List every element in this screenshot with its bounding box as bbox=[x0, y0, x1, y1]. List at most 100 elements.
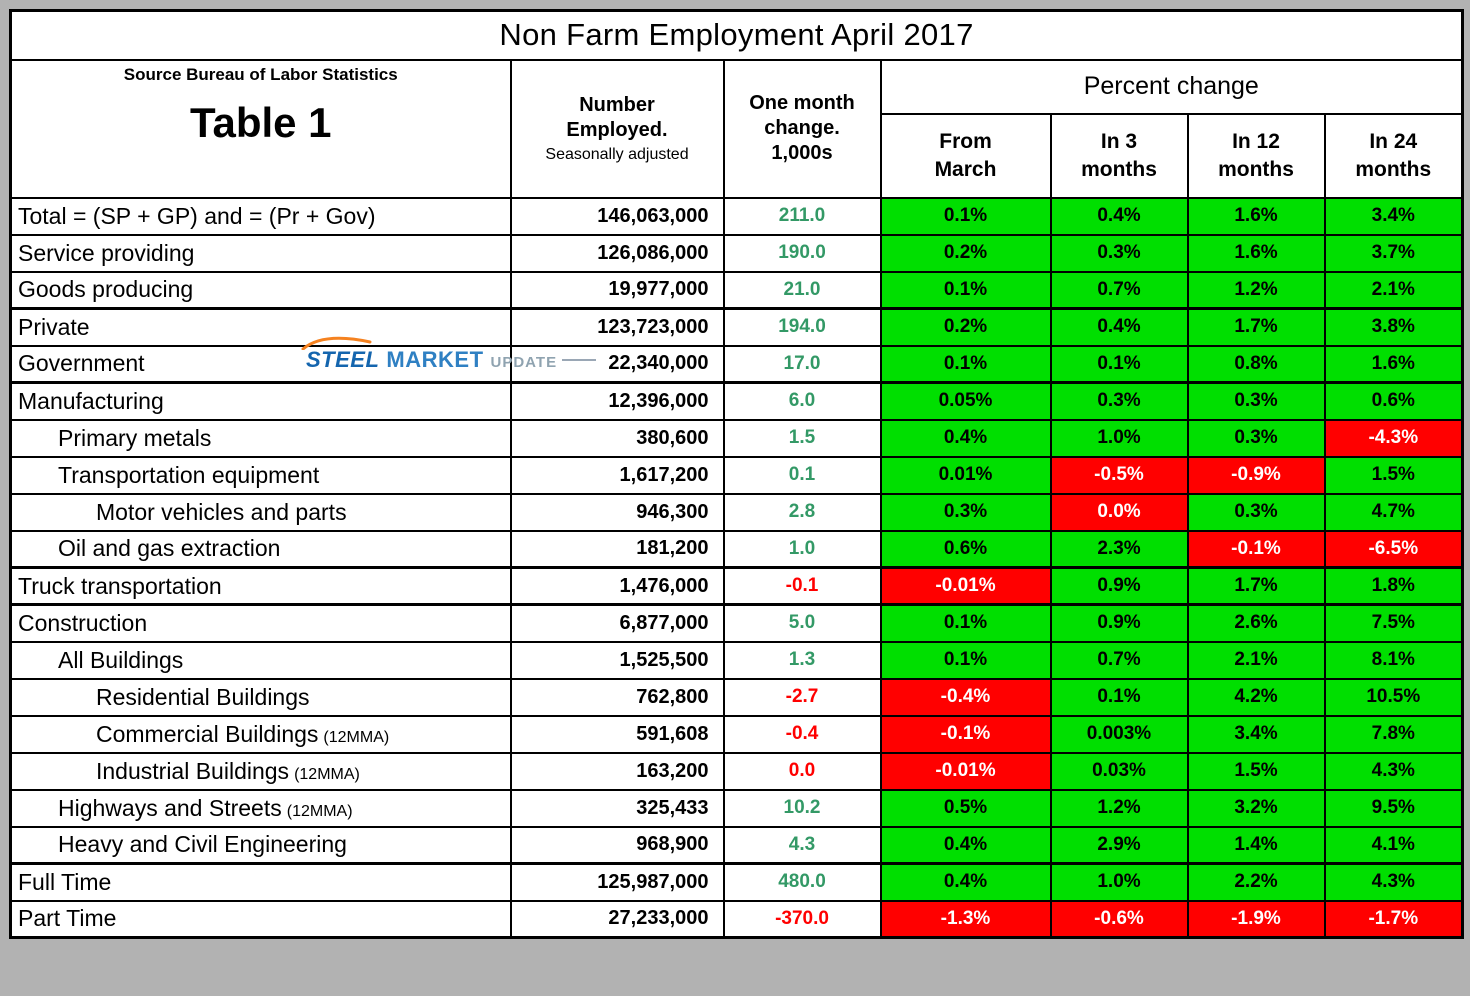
percent-cell: -0.01% bbox=[879, 751, 1052, 791]
change-cell: -0.1 bbox=[722, 566, 882, 606]
row-label: Primary metals bbox=[58, 424, 212, 451]
change-cell: -2.7 bbox=[722, 677, 882, 717]
percent-cell: -0.5% bbox=[1049, 455, 1189, 495]
employed-cell: 27,233,000 bbox=[509, 899, 725, 939]
table-row: Private 123,723,000 194.0 0.2% 0.4% 1.7%… bbox=[9, 307, 1464, 347]
row-label: Commercial Buildings bbox=[96, 720, 319, 747]
percent-col-header-24-months: In 24 months bbox=[1323, 112, 1464, 199]
row-label-cell: Private bbox=[9, 307, 512, 347]
table-row: Total = (SP + GP) and = (Pr + Gov) 146,0… bbox=[9, 196, 1464, 236]
percent-col-header-from-march: From March bbox=[879, 112, 1052, 199]
percent-cell: 0.3% bbox=[1186, 418, 1326, 458]
row-label: Service providing bbox=[18, 239, 195, 266]
row-label-cell: Total = (SP + GP) and = (Pr + Gov) bbox=[9, 196, 512, 236]
employed-cell: 19,977,000 bbox=[509, 270, 725, 310]
change-cell: 4.3 bbox=[722, 825, 882, 865]
percent-cell: 0.0% bbox=[1049, 492, 1189, 532]
percent-cell: 0.7% bbox=[1049, 640, 1189, 680]
employed-cell: 181,200 bbox=[509, 529, 725, 569]
row-label: Part Time bbox=[18, 905, 117, 932]
row-label-suffix: (12MMA) bbox=[323, 728, 390, 746]
change-cell: 10.2 bbox=[722, 788, 882, 828]
table-frame: Non Farm Employment April 2017 Source Bu… bbox=[9, 9, 1465, 939]
change-cell: 6.0 bbox=[722, 381, 882, 421]
percent-cell: 3.8% bbox=[1323, 307, 1464, 347]
employed-cell: 946,300 bbox=[509, 492, 725, 532]
col-header-employed-sub: Seasonally adjusted bbox=[545, 145, 689, 163]
percent-cell: -0.1% bbox=[879, 714, 1052, 754]
source-cell: Source Bureau of Labor Statistics Table … bbox=[9, 58, 512, 199]
employed-cell: 126,086,000 bbox=[509, 233, 725, 273]
row-label: Goods producing bbox=[18, 276, 194, 303]
percent-cell: 0.4% bbox=[1049, 196, 1189, 236]
employed-cell: 6,877,000 bbox=[509, 603, 725, 643]
percent-cell: 0.05% bbox=[879, 381, 1052, 421]
col-header-employed: Number Employed. Seasonally adjusted bbox=[509, 58, 725, 199]
percent-cell: 0.1% bbox=[1049, 344, 1189, 384]
table-row: Full Time 125,987,000 480.0 0.4% 1.0% 2.… bbox=[9, 862, 1464, 902]
percent-col-header-12-months: In 12 months bbox=[1186, 112, 1326, 199]
row-label-suffix: (12MMA) bbox=[286, 802, 353, 820]
change-cell: -370.0 bbox=[722, 899, 882, 939]
change-cell: 2.8 bbox=[722, 492, 882, 532]
percent-cell: 0.3% bbox=[1186, 492, 1326, 532]
percent-cell: 0.1% bbox=[879, 640, 1052, 680]
percent-cell: 2.2% bbox=[1186, 862, 1326, 902]
percent-cell: 0.3% bbox=[1049, 381, 1189, 421]
percent-cell: 0.6% bbox=[879, 529, 1052, 569]
row-label-cell: Highways and Streets (12MMA) bbox=[9, 788, 512, 828]
table-row: Industrial Buildings (12MMA) 163,200 0.0 … bbox=[9, 751, 1464, 791]
table-row: Commercial Buildings (12MMA) 591,608 -0.4… bbox=[9, 714, 1464, 754]
percent-cell: 4.2% bbox=[1186, 677, 1326, 717]
row-label: Transportation equipment bbox=[58, 461, 320, 488]
percent-cell: 0.4% bbox=[1049, 307, 1189, 347]
percent-cell: 2.1% bbox=[1323, 270, 1464, 310]
col-header-change: One month change. 1,000s bbox=[722, 58, 882, 199]
percent-cell: 0.1% bbox=[879, 196, 1052, 236]
change-cell: 211.0 bbox=[722, 196, 882, 236]
row-label-cell: Government bbox=[9, 344, 512, 384]
row-label-cell: Industrial Buildings (12MMA) bbox=[9, 751, 512, 791]
employed-cell: 123,723,000 bbox=[509, 307, 725, 347]
percent-cell: 1.6% bbox=[1186, 196, 1326, 236]
change-cell: 1.5 bbox=[722, 418, 882, 458]
employed-cell: 22,340,000 bbox=[509, 344, 725, 384]
change-cell: 21.0 bbox=[722, 270, 882, 310]
percent-col-header-3-months: In 3 months bbox=[1049, 112, 1189, 199]
percent-cell: 0.3% bbox=[879, 492, 1052, 532]
percent-cell: -0.01% bbox=[879, 566, 1052, 606]
percent-cell: 0.003% bbox=[1049, 714, 1189, 754]
row-label: Oil and gas extraction bbox=[58, 535, 281, 562]
employed-cell: 146,063,000 bbox=[509, 196, 725, 236]
percent-cell: 1.2% bbox=[1186, 270, 1326, 310]
percent-cell: 0.3% bbox=[1049, 233, 1189, 273]
percent-cell: 0.9% bbox=[1049, 603, 1189, 643]
percent-cell: 3.7% bbox=[1323, 233, 1464, 273]
row-label-cell: Truck transportation bbox=[9, 566, 512, 606]
percent-cell: -6.5% bbox=[1323, 529, 1464, 569]
percent-cell: 4.3% bbox=[1323, 751, 1464, 791]
percent-cell: 3.4% bbox=[1323, 196, 1464, 236]
table-body: Total = (SP + GP) and = (Pr + Gov) 146,0… bbox=[9, 196, 1464, 939]
row-label-cell: Commercial Buildings (12MMA) bbox=[9, 714, 512, 754]
percent-cell: -1.3% bbox=[879, 899, 1052, 939]
row-label: Total = (SP + GP) and = (Pr + Gov) bbox=[18, 202, 376, 229]
percent-cell: 0.4% bbox=[879, 825, 1052, 865]
percent-cell: 3.2% bbox=[1186, 788, 1326, 828]
percent-cell: 1.0% bbox=[1049, 418, 1189, 458]
table-row: Motor vehicles and parts 946,300 2.8 0.3… bbox=[9, 492, 1464, 532]
row-label-cell: All Buildings bbox=[9, 640, 512, 680]
percent-cell: 10.5% bbox=[1323, 677, 1464, 717]
percent-cell: 0.03% bbox=[1049, 751, 1189, 791]
row-label-cell: Construction bbox=[9, 603, 512, 643]
percent-cell: -4.3% bbox=[1323, 418, 1464, 458]
row-label: Manufacturing bbox=[18, 387, 164, 414]
row-label-cell: Motor vehicles and parts bbox=[9, 492, 512, 532]
percent-cell: -0.9% bbox=[1186, 455, 1326, 495]
table-row: Service providing 126,086,000 190.0 0.2%… bbox=[9, 233, 1464, 273]
row-label-cell: Goods producing bbox=[9, 270, 512, 310]
table-row: Highways and Streets (12MMA) 325,433 10.2… bbox=[9, 788, 1464, 828]
table-row: Heavy and Civil Engineering 968,900 4.3 … bbox=[9, 825, 1464, 865]
row-label: Truck transportation bbox=[18, 572, 222, 599]
percent-cell: 0.6% bbox=[1323, 381, 1464, 421]
